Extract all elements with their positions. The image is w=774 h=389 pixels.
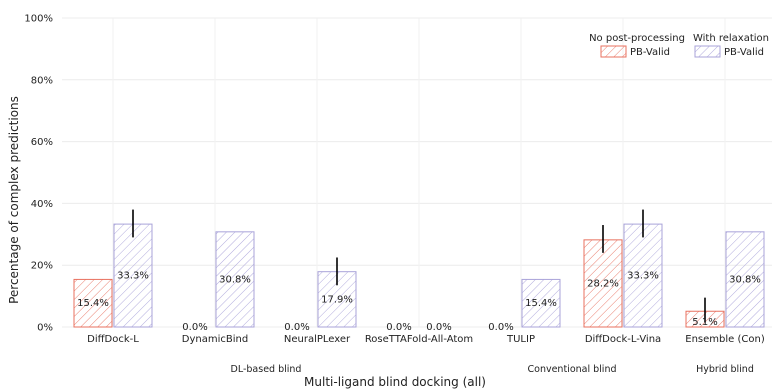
category-label: NeuralPLexer [284,334,351,345]
legend-swatch [600,45,627,58]
group-label: Hybrid blind [696,364,754,375]
data-labels: 15.4% 0.0% 0.0% 0.0% 0.0% 28.2% 5.1% 33.3% 30.8%… [77,271,761,333]
data-label: 0.0% [426,322,451,333]
y-tick-label: 60% [31,137,53,148]
data-label: 0.0% [386,322,411,333]
data-label: 28.2% [587,278,619,289]
y-tick-label: 40% [31,199,53,210]
category-label: DynamicBind [182,334,248,345]
group-label: DL-based blind [231,364,302,375]
y-tick-label: 100% [24,14,53,25]
bar [725,231,765,328]
bar-series [73,209,765,328]
category-label: TULIP [506,334,535,345]
data-label: 15.4% [525,298,557,309]
y-tick-label: 80% [31,75,53,86]
y-axis-ticks: 0% 20% 40% 60% 80% 100% [24,14,53,334]
data-label: 0.0% [284,322,309,333]
data-label: 30.8% [729,274,761,285]
legend-swatch [694,45,721,58]
legend-title: No post-processing [589,33,685,44]
data-label: 30.8% [219,274,251,285]
data-label: 0.0% [488,322,513,333]
x-axis-groups: DL-based blind Conventional blind Hybrid b… [231,364,754,375]
bar [623,223,663,328]
legend-label: PB-Valid [724,47,764,58]
y-tick-label: 20% [31,261,53,272]
y-tick-label: 0% [37,323,53,334]
category-label: Ensemble (Con) [685,334,765,345]
x-axis-title: Multi-ligand blind docking (all) [304,375,486,389]
category-label: DiffDock-L-Vina [585,334,661,345]
group-label: Conventional blind [528,364,617,375]
bar [583,239,623,328]
data-label: 0.0% [182,322,207,333]
x-axis-categories: DiffDock-L DynamicBind NeuralPLexer RoseTTA… [87,334,765,345]
data-label: 15.4% [77,298,109,309]
y-axis-title: Percentage of complex predictions [7,96,21,304]
data-label: 33.3% [627,271,659,282]
data-label: 17.9% [321,294,353,305]
legend: No post-processing PB-Valid With relaxatio… [589,33,769,58]
category-label: DiffDock-L [87,334,139,345]
bar [521,278,561,328]
bar [215,231,255,328]
bar [73,278,113,328]
legend-label: PB-Valid [630,47,670,58]
legend-title: With relaxation [693,33,769,44]
category-label: RoseTTAFold-All-Atom [365,334,473,345]
data-label: 5.1% [692,317,717,328]
data-label: 33.3% [117,271,149,282]
gridlines [62,17,772,328]
